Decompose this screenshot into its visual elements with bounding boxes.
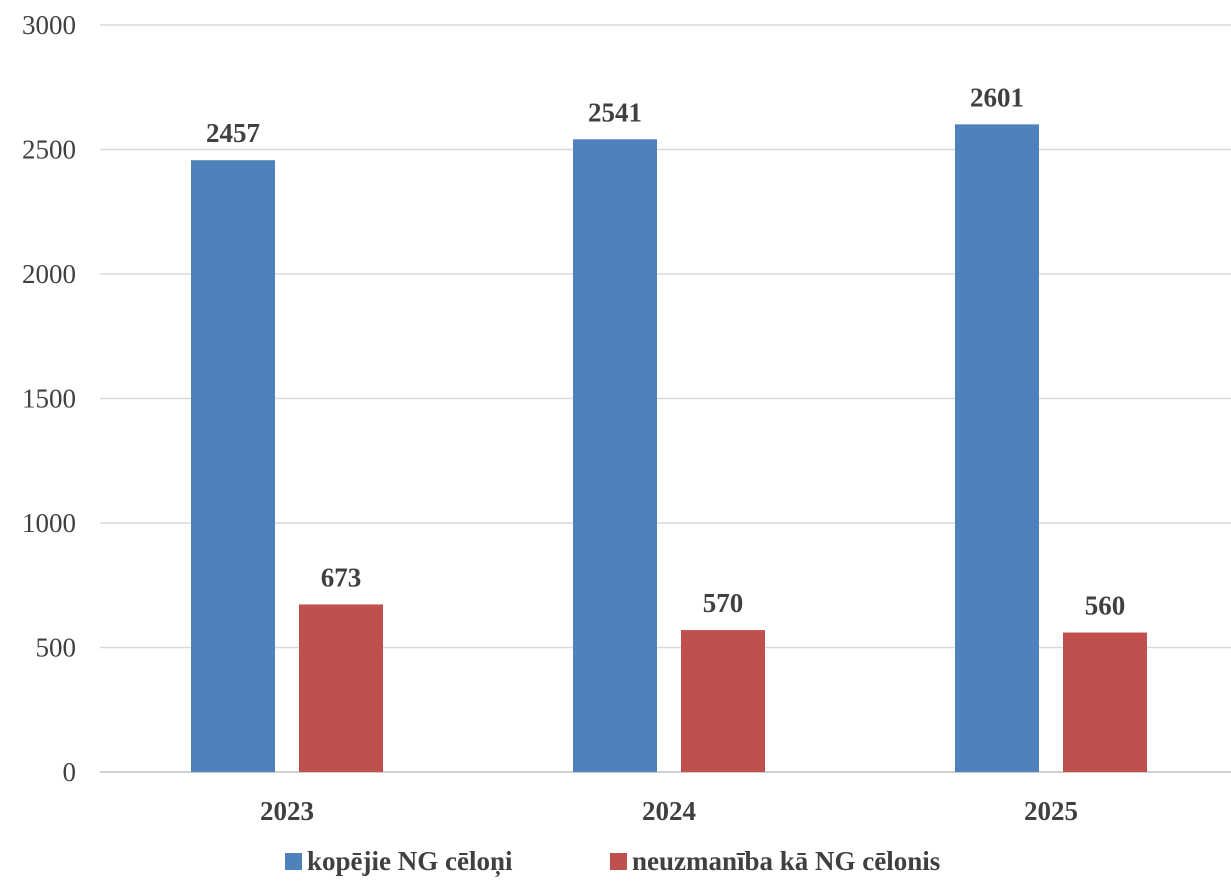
gridlines: [100, 24, 1231, 773]
x-tick-label: 2024: [642, 796, 696, 826]
bar: [191, 160, 275, 772]
x-tick-label: 2025: [1024, 796, 1078, 826]
x-tick-label: 2023: [260, 796, 314, 826]
data-labels: 2457 673 2541 570 2601 560: [206, 82, 1125, 620]
data-label: 560: [1085, 591, 1126, 621]
y-tick-label: 1000: [22, 508, 76, 538]
y-tick-label: 2500: [22, 135, 76, 165]
legend-item: neuzmanība kā NG cēlonis: [610, 846, 940, 876]
data-label: 2601: [970, 82, 1024, 112]
data-label: 673: [321, 562, 362, 592]
bar: [573, 139, 657, 772]
data-label: 2457: [206, 118, 260, 148]
bar: [299, 604, 383, 772]
bar: [1063, 632, 1147, 772]
legend: kopējie NG cēloņi neuzmanība kā NG cēloni…: [285, 846, 940, 878]
x-axis-ticks: 2023 2024 2025: [260, 796, 1078, 826]
y-tick-label: 500: [36, 633, 77, 663]
y-tick-label: 2000: [22, 259, 76, 289]
legend-label: kopējie NG cēloņi: [307, 846, 513, 878]
legend-swatch: [610, 853, 627, 870]
data-label: 570: [703, 588, 744, 618]
bar: [955, 124, 1039, 772]
legend-label: neuzmanība kā NG cēlonis: [632, 846, 940, 876]
legend-item: kopējie NG cēloņi: [285, 846, 513, 878]
y-tick-label: 1500: [22, 384, 76, 414]
bar: [681, 630, 765, 772]
y-tick-label: 0: [63, 757, 77, 787]
y-tick-label: 3000: [22, 10, 76, 40]
legend-swatch: [285, 853, 302, 870]
bars: [191, 124, 1147, 772]
y-axis-ticks: 0 500 1000 1500 2000 2500 3000: [22, 10, 76, 787]
data-label: 2541: [588, 97, 642, 127]
